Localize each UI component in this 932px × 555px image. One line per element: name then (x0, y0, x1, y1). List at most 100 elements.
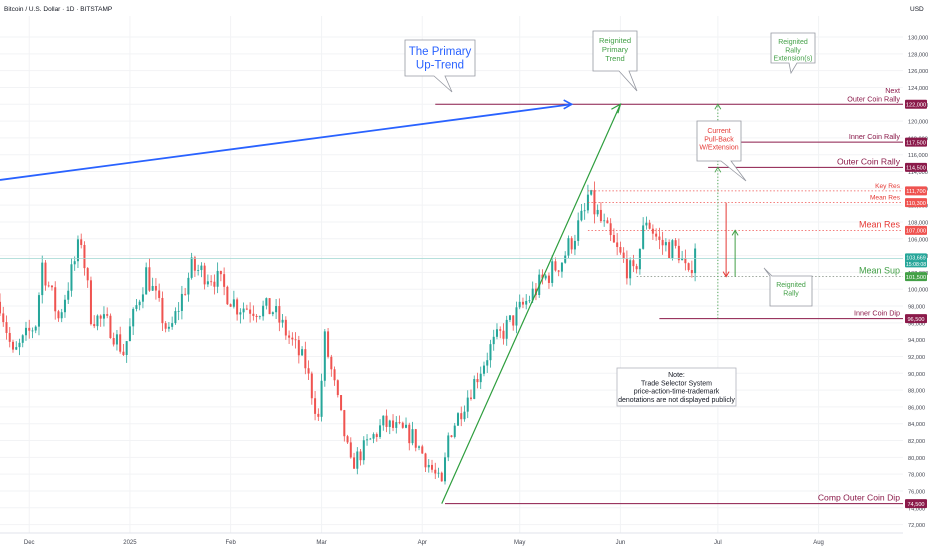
x-tick-label: Mar (316, 540, 326, 546)
level-label: Inner Coin Rally (849, 132, 901, 141)
y-tick-label: 126,000 (908, 69, 928, 75)
candle-body (119, 334, 122, 352)
candle-body (200, 265, 203, 271)
candle-body (216, 270, 219, 287)
candle-body (486, 360, 489, 366)
price-tag-text: 110,300 (906, 201, 926, 207)
price-tag-text: 101,500 (906, 275, 926, 281)
candle-body (590, 190, 593, 195)
y-tick-label: 100,000 (908, 288, 928, 294)
x-tick-label: Apr (418, 540, 427, 546)
candle-body (122, 351, 125, 356)
candle-body (382, 415, 385, 426)
price-tag (905, 137, 927, 147)
x-tick-label: Jun (616, 540, 626, 546)
candle-body (249, 309, 252, 314)
candle-body (414, 429, 417, 448)
candle-body (349, 442, 352, 458)
candle-body (473, 379, 476, 399)
candle-body (505, 319, 508, 339)
candle-body (206, 281, 209, 285)
price-tag-text: 74,500 (907, 502, 924, 508)
price-tag-text: 107,000 (906, 229, 926, 235)
candle-body (242, 308, 245, 313)
candle-body (544, 275, 547, 279)
candle-body (664, 242, 667, 246)
note-text: Note: Trade Selector System price-action-t… (618, 372, 735, 404)
candle-body (560, 262, 563, 272)
candle-body (340, 395, 343, 411)
candle-body (372, 434, 375, 439)
y-tick-label: 114,000 (908, 170, 928, 176)
candle-body (255, 315, 258, 318)
candle-body (278, 306, 281, 323)
candle-body (405, 424, 408, 428)
candle-body (112, 338, 115, 345)
candle-body (86, 268, 89, 281)
candle-body (31, 330, 34, 332)
level-label: Next Outer Coin Rally (847, 86, 900, 103)
candle-body (369, 438, 372, 440)
candle-body (219, 270, 222, 275)
candle-body (294, 339, 297, 341)
y-tick-label: 92,000 (908, 355, 925, 361)
candle-body (482, 365, 485, 374)
candle-body (437, 472, 440, 474)
candle-body (229, 304, 232, 307)
candle-body (18, 342, 21, 348)
candle-body (138, 301, 141, 306)
candle-body (681, 258, 684, 261)
candle-body (0, 301, 2, 314)
price-tag-text: 114,500 (906, 166, 926, 172)
primary-trend-line (0, 103, 572, 181)
candle-body (583, 210, 586, 212)
candle-body (648, 222, 651, 229)
candle-body (252, 313, 255, 316)
candle-body (603, 220, 606, 222)
candle-body (541, 274, 544, 279)
candle-body (353, 457, 356, 469)
candle-body (593, 190, 596, 215)
y-tick-label: 120,000 (908, 120, 928, 126)
candle-body (154, 285, 157, 291)
candle-body (612, 235, 615, 243)
level-label: Mean Sup (859, 266, 900, 276)
candle-body (531, 288, 534, 301)
candle-body (210, 281, 213, 283)
x-tick-label: Feb (225, 540, 236, 546)
candle-body (508, 315, 511, 320)
current-price-tag (905, 253, 927, 268)
candle-body (463, 411, 466, 420)
candle-body (392, 420, 395, 428)
candle-body (629, 260, 632, 279)
candle-body (687, 263, 690, 271)
candle-body (557, 270, 560, 272)
candle-body (651, 228, 654, 234)
reignited-extension-text: Reignited Rally Extension(s) (774, 39, 813, 63)
candle-body (288, 335, 291, 338)
candle-body (83, 244, 86, 269)
price-tag (905, 186, 927, 196)
candle-body (577, 220, 580, 241)
candle-body (547, 275, 550, 283)
candle-body (304, 349, 307, 369)
current-price-value: 103,669 (906, 256, 926, 262)
reignited-rally-callout (763, 267, 813, 307)
candle-body (161, 297, 164, 324)
candle-body (317, 413, 320, 417)
price-tag-text: 96,500 (907, 317, 924, 323)
y-tick-label: 74,000 (908, 506, 925, 512)
candle-body (661, 239, 664, 246)
candle-body (57, 311, 60, 319)
candle-body (275, 306, 278, 313)
level-label: Comp Outer Coin Dip (818, 493, 900, 503)
currency-label: USD (910, 6, 924, 13)
candle-body (44, 262, 47, 286)
candle-body (528, 300, 531, 302)
candle-body (447, 435, 450, 458)
candle-body (70, 264, 73, 291)
x-tick-label: Dec (24, 540, 35, 546)
candle-body (307, 368, 310, 374)
candle-body (310, 373, 313, 399)
